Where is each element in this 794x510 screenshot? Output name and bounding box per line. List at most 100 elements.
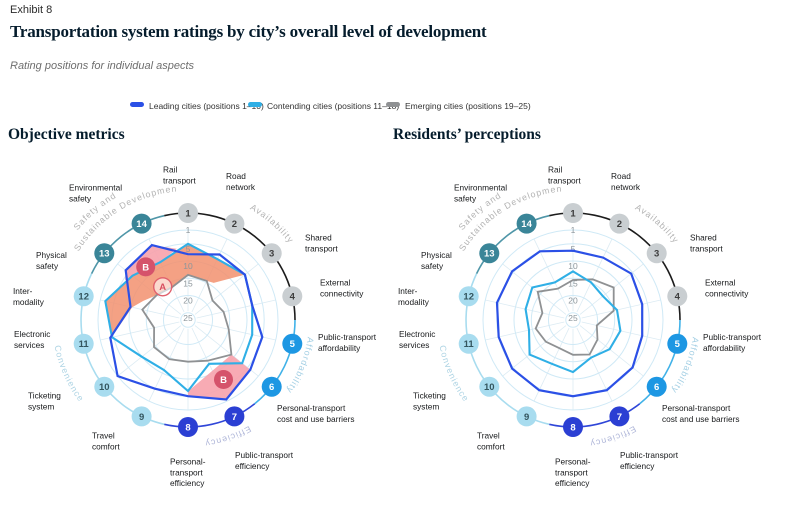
aspect-label-10: Ticketing system bbox=[413, 391, 446, 412]
grid-circle-rank-20 bbox=[163, 295, 213, 345]
radial-tick-1: 1 bbox=[571, 225, 576, 235]
axis-badge-number: 1 bbox=[570, 208, 576, 219]
axis-badge-2 bbox=[224, 213, 245, 234]
axis-badge-number: 6 bbox=[654, 382, 659, 393]
radial-tick-5: 5 bbox=[571, 244, 576, 254]
axis-badge-2 bbox=[609, 213, 630, 234]
series-leading bbox=[495, 249, 644, 398]
marker-A-label: A bbox=[159, 282, 166, 293]
aspect-label-5: Public-transport affordability bbox=[318, 332, 377, 353]
aspect-label-11: Electronic services bbox=[399, 329, 435, 350]
series-contending bbox=[524, 270, 622, 374]
axis-spoke bbox=[579, 263, 644, 315]
axis-badge-number: 5 bbox=[290, 339, 296, 350]
legend-label-leading: Leading cities (positions 1–10) bbox=[149, 101, 264, 111]
grid-circle-rank-15 bbox=[530, 277, 616, 363]
legend-label-emerging: Emerging cities (positions 19–25) bbox=[405, 101, 531, 111]
marker-B-label: B bbox=[142, 262, 149, 273]
axis-badge-11 bbox=[73, 333, 94, 354]
axis-spoke bbox=[579, 325, 644, 377]
category-arc-label: Availability bbox=[249, 202, 296, 245]
axis-badge-number: 7 bbox=[617, 412, 622, 423]
marker-B-circle bbox=[136, 257, 156, 277]
axis-badge-6 bbox=[646, 376, 667, 397]
exhibit-number: Exhibit 8 bbox=[10, 4, 53, 16]
radar-charts-canvas: 1510152025AvailabilityAffordabilityEffic… bbox=[0, 150, 762, 489]
aspect-label-7: Public-transport efficiency bbox=[620, 450, 679, 471]
marker-B-label: B bbox=[220, 375, 227, 386]
axis-spoke bbox=[117, 325, 182, 377]
category-arc-label: Efficiency bbox=[589, 424, 638, 449]
axis-badge-number: 12 bbox=[463, 292, 474, 303]
axis-badge-6 bbox=[261, 376, 282, 397]
aspect-label-14: Environmental safety bbox=[454, 183, 507, 204]
axis-badge-number: 14 bbox=[136, 219, 147, 230]
radial-tick-25: 25 bbox=[183, 313, 193, 323]
grid-circle-rank-1 bbox=[482, 229, 664, 411]
axis-badge-number: 4 bbox=[675, 292, 681, 303]
axis-badge-number: 8 bbox=[570, 422, 575, 433]
axis-badge-number: 3 bbox=[654, 249, 659, 260]
aspect-label-1: Rail transport bbox=[163, 165, 196, 186]
axis-badge-1 bbox=[178, 203, 198, 223]
axis-badge-number: 1 bbox=[185, 208, 191, 219]
aspect-label-4: External connectivity bbox=[320, 278, 364, 299]
axis-badge-14 bbox=[516, 213, 537, 234]
aspect-label-13: Physical safety bbox=[36, 250, 67, 271]
aspect-label-3: Shared transport bbox=[690, 233, 723, 254]
axis-badge-number: 13 bbox=[99, 249, 110, 260]
ring-arc-2 bbox=[549, 403, 641, 428]
aspect-label-8: Personal-transport efficiency bbox=[555, 457, 591, 489]
aspect-label-13: Physical safety bbox=[421, 250, 452, 271]
aspect-label-11: Electronic services bbox=[14, 329, 50, 350]
aspect-label-10: Ticketing system bbox=[28, 391, 61, 412]
axis-badge-number: 7 bbox=[232, 412, 237, 423]
radial-tick-20: 20 bbox=[568, 296, 578, 306]
radar-chart-objective-metrics: 1510152025AvailabilityAffordabilityEffic… bbox=[0, 150, 377, 488]
ring-arc-1 bbox=[254, 319, 296, 405]
marker-A-circle bbox=[152, 277, 173, 297]
category-arc-label: Availability bbox=[634, 202, 681, 245]
legend-swatch-leading-icon bbox=[130, 102, 144, 107]
aspect-label-3: Shared transport bbox=[305, 233, 338, 254]
chart-legend: Leading cities (positions 1–10) Contendi… bbox=[0, 96, 794, 111]
radial-tick-10: 10 bbox=[568, 261, 578, 271]
exhibit-title: Transportation system ratings by city’s … bbox=[10, 22, 487, 41]
marker-B-circle bbox=[214, 370, 233, 389]
grid-circle-rank-1 bbox=[97, 229, 279, 411]
axis-badge-number: 12 bbox=[78, 292, 89, 303]
grid-circle-rank-10 bbox=[513, 260, 633, 380]
legend-swatch-emerging-icon bbox=[386, 102, 400, 107]
aspect-label-8: Personal-transport efficiency bbox=[170, 457, 206, 489]
aspect-label-1: Rail transport bbox=[548, 165, 581, 186]
radial-tick-15: 15 bbox=[183, 278, 193, 288]
ring-arc-4 bbox=[90, 214, 165, 274]
aspect-label-6: Personal-transport cost and use barriers bbox=[662, 403, 739, 424]
radial-tick-15: 15 bbox=[568, 278, 578, 288]
legend-label-contending: Contending cities (positions 11–18) bbox=[267, 101, 400, 111]
category-arc-label: Efficiency bbox=[204, 424, 253, 449]
axis-badge-3 bbox=[261, 243, 282, 264]
axis-badge-number: 10 bbox=[99, 382, 110, 393]
aspect-label-2: Road network bbox=[611, 171, 641, 192]
series-emerging bbox=[534, 278, 615, 356]
aspect-label-2: Road network bbox=[226, 171, 256, 192]
axis-badge-4 bbox=[667, 286, 688, 307]
legend-item-contending: Contending cities (positions 11–18) bbox=[248, 96, 400, 111]
aspect-label-5: Public-transport affordability bbox=[703, 332, 762, 353]
legend-item-leading: Leading cities (positions 1–10) bbox=[130, 96, 264, 111]
axis-badge-number: 14 bbox=[521, 219, 532, 230]
grid-circle-rank-20 bbox=[548, 295, 598, 345]
axis-badge-10 bbox=[479, 376, 500, 397]
axis-badge-7 bbox=[609, 406, 630, 427]
axis-badge-number: 13 bbox=[484, 249, 495, 260]
axis-badge-number: 8 bbox=[185, 422, 190, 433]
exhibit-subtitle: Rating positions for individual aspects bbox=[10, 60, 195, 72]
ring-arc-1 bbox=[639, 319, 681, 405]
axis-badge-12 bbox=[458, 286, 479, 307]
axis-badge-13 bbox=[94, 243, 115, 264]
legend-item-emerging: Emerging cities (positions 19–25) bbox=[386, 96, 531, 111]
axis-badge-1 bbox=[563, 203, 583, 223]
axis-badge-13 bbox=[479, 243, 500, 264]
